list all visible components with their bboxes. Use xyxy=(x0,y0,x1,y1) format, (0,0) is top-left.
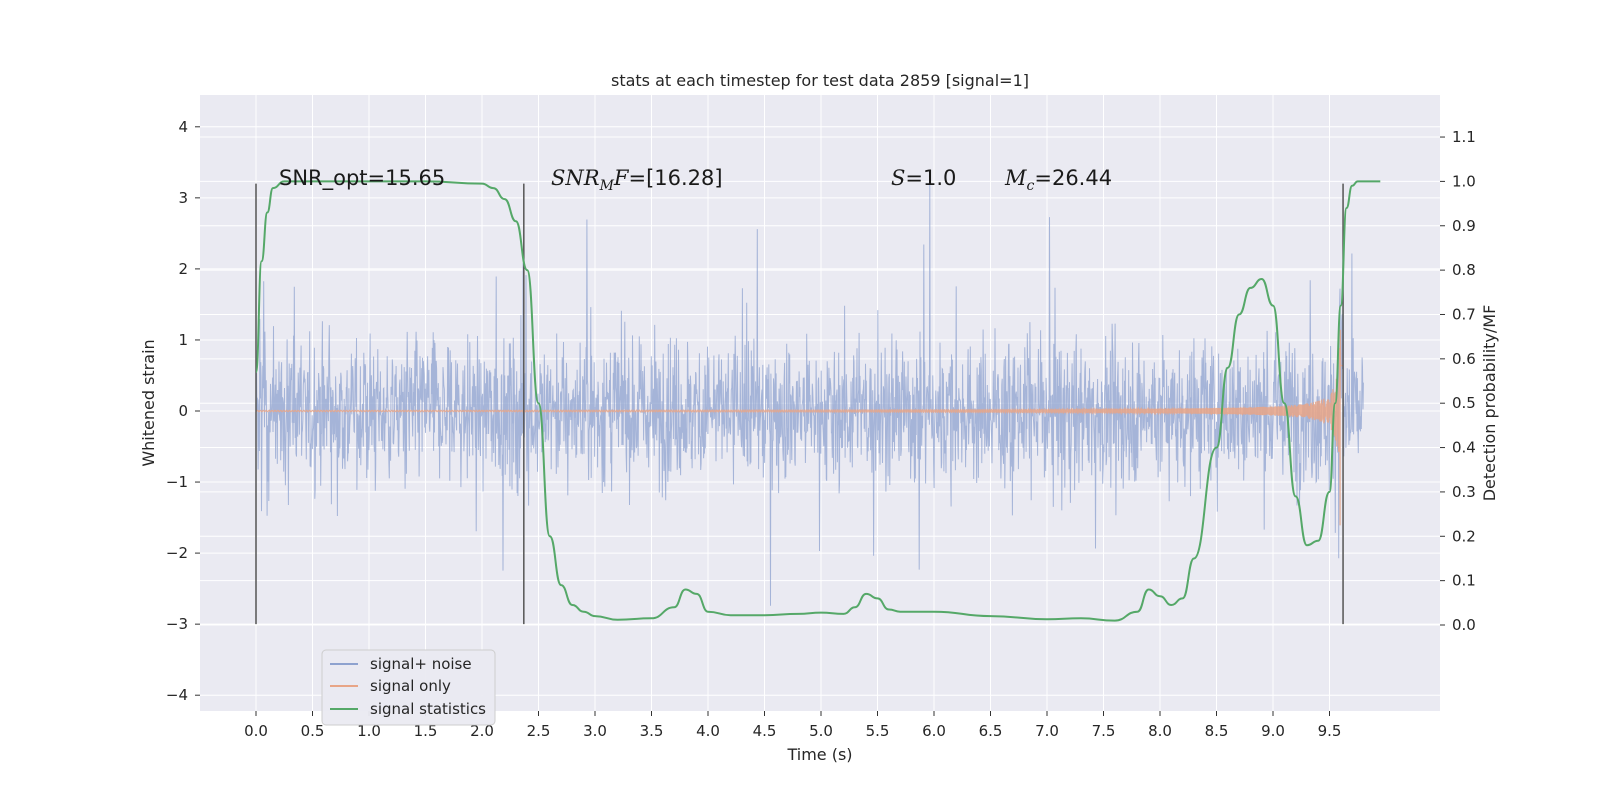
y2-tick-label: 0.2 xyxy=(1452,527,1476,545)
y2-tick-label: 0.9 xyxy=(1452,217,1476,235)
y-axis-label: Whitened strain xyxy=(139,339,158,466)
snr-mf-value: =[16.28] xyxy=(629,166,723,190)
series-signal-only xyxy=(255,329,1344,526)
annotation-mc: Mc=26.44 xyxy=(1004,166,1112,194)
series-signal-noise xyxy=(255,182,1364,606)
signal-statistics-line xyxy=(255,180,1381,622)
s-value: =1.0 xyxy=(905,166,956,190)
y2-axis-label: Detection probability/MF xyxy=(1480,305,1499,502)
legend-label-signal-only: signal only xyxy=(370,677,451,695)
x-tick-label: 8.5 xyxy=(1205,722,1229,740)
y2-tick-label: 0.5 xyxy=(1452,394,1476,412)
legend-label-signal-noise: signal+ noise xyxy=(370,655,472,673)
y-tick-label: 1 xyxy=(178,331,188,349)
annotation-s: S=1.0 xyxy=(891,166,956,190)
y2-tick-label: 0.6 xyxy=(1452,350,1476,368)
y2-tick-label: 0.8 xyxy=(1452,261,1476,279)
y-tick-label: −3 xyxy=(166,615,188,633)
chart-title: stats at each timestep for test data 285… xyxy=(611,71,1029,90)
y-tick-label: 0 xyxy=(178,402,188,420)
y2-tick-label: 1.0 xyxy=(1452,172,1476,190)
annotation-snr-opt: SNR_opt=15.65 xyxy=(279,166,445,191)
mc-symbol: M xyxy=(1004,166,1027,190)
series-signal-statistics xyxy=(255,180,1381,622)
x-tick-label: 5.5 xyxy=(866,722,890,740)
y2-tick-label: 0.7 xyxy=(1452,305,1476,323)
x-tick-label: 0.0 xyxy=(244,722,268,740)
mc-value: =26.44 xyxy=(1034,166,1112,190)
y-tick-label: 3 xyxy=(178,189,188,207)
x-tick-label: 7.0 xyxy=(1035,722,1059,740)
x-tick-label: 2.0 xyxy=(470,722,494,740)
x-tick-label: 8.0 xyxy=(1148,722,1172,740)
y2-tick-label: 0.1 xyxy=(1452,572,1476,590)
x-tick-label: 3.0 xyxy=(583,722,607,740)
y-tick-label: 2 xyxy=(178,260,188,278)
y2-tick-label: 1.1 xyxy=(1452,128,1476,146)
y2-tick-label: 0.0 xyxy=(1452,616,1476,634)
legend-label-signal-statistics: signal statistics xyxy=(370,700,486,718)
x-tick-label: 6.0 xyxy=(922,722,946,740)
x-tick-label: 4.5 xyxy=(753,722,777,740)
snr-mf-f: F xyxy=(613,166,630,190)
y2-tick-label: 0.4 xyxy=(1452,439,1476,457)
x-tick-label: 5.0 xyxy=(809,722,833,740)
y-tick-label: 4 xyxy=(178,118,188,136)
x-tick-label: 7.5 xyxy=(1092,722,1116,740)
legend: signal+ noise signal only signal statist… xyxy=(321,649,496,726)
x-tick-label: 1.5 xyxy=(414,722,438,740)
x-tick-label: 9.5 xyxy=(1318,722,1342,740)
y-tick-label: −1 xyxy=(166,473,188,491)
signal-noise-line xyxy=(255,182,1364,606)
x-tick-label: 9.0 xyxy=(1261,722,1285,740)
x-tick-label: 4.0 xyxy=(696,722,720,740)
x-tick-label: 1.0 xyxy=(357,722,381,740)
signal-only-line xyxy=(255,329,1344,526)
snr-mf-sub: M xyxy=(599,178,615,194)
mc-sub: c xyxy=(1027,178,1035,194)
x-tick-label: 0.5 xyxy=(301,722,325,740)
x-tick-label: 2.5 xyxy=(527,722,551,740)
x-tick-label: 6.5 xyxy=(979,722,1003,740)
x-axis-label: Time (s) xyxy=(786,745,852,764)
x-tick-label: 3.5 xyxy=(640,722,664,740)
y2-tick-label: 0.3 xyxy=(1452,483,1476,501)
y-tick-label: −2 xyxy=(166,544,188,562)
axes-ticks: 0.0 0.5 1.0 1.5 2.0 2.5 3.0 3.5 4.0 4.5 5.0 5.5 6.0 6… xyxy=(166,118,1476,740)
s-symbol: S xyxy=(891,166,905,190)
legend-box xyxy=(321,649,496,726)
snr-mf-main: SNR xyxy=(551,166,600,190)
annotation-snr-mf: SNRMF=[16.28] xyxy=(551,166,723,194)
y-tick-label: −4 xyxy=(166,686,188,704)
